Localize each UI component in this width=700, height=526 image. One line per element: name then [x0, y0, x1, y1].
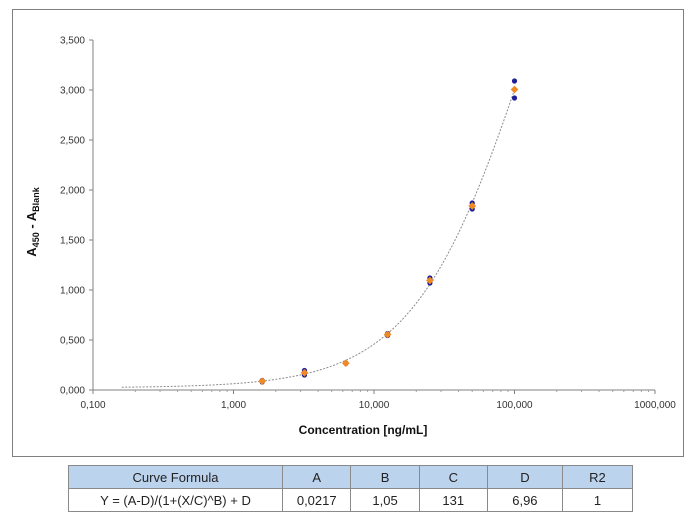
header-c: C	[418, 465, 488, 489]
y-tick-label: 3,000	[60, 86, 85, 97]
x-axis-title: Concentration [ng/mL]	[299, 423, 428, 437]
mean-marker	[510, 85, 519, 94]
replicate-marker	[511, 95, 518, 101]
fit-curve	[121, 89, 515, 388]
y-tick-label: 3,500	[60, 36, 85, 47]
header-d: D	[486, 465, 563, 489]
mean-marker	[300, 368, 309, 377]
axes	[92, 40, 655, 391]
curve-formula-table: Curve Formula A B C D R2 Y = (A-D)/(1+(X…	[68, 465, 634, 512]
chart: 0,000 0,500 1,000 1,500 2,000 2,500 3,000 3,500…	[24, 36, 676, 438]
mean-marker	[258, 377, 267, 386]
header-curve-formula: Curve Formula	[68, 465, 283, 489]
value-b: 1,05	[350, 488, 420, 512]
data-markers	[258, 78, 519, 386]
value-r2: 1	[561, 488, 634, 512]
y-ticks: 0,000 0,500 1,000 1,500 2,000 2,500 3,000 3,500	[60, 36, 93, 397]
value-curve-formula: Y = (A-D)/(1+(X/C)^B) + D	[68, 488, 283, 512]
mean-marker	[425, 276, 434, 285]
x-tick-label: 100,000	[496, 400, 533, 411]
y-tick-label: 1,000	[60, 286, 85, 297]
x-tick-label: 10,000	[359, 400, 390, 411]
header-b: B	[350, 465, 420, 489]
replicate-marker	[511, 78, 518, 84]
header-r2: R2	[561, 465, 634, 489]
chart-frame	[12, 9, 684, 457]
y-tick-label: 2,000	[60, 186, 85, 197]
y-axis-title: A450 - ABlank	[24, 186, 41, 256]
table-header-row: Curve Formula A B C D R2	[68, 465, 634, 489]
header-a: A	[281, 465, 352, 489]
x-tick-label: 1,000	[221, 400, 246, 411]
mean-marker	[468, 202, 477, 210]
y-axis-title-mid: - A	[24, 211, 39, 232]
y-tick-label: 2,500	[60, 136, 85, 147]
x-tick-label: 1000,000	[634, 400, 676, 411]
x-ticks: 0,100 1,000 10,000 100,000 1000,000	[80, 390, 676, 411]
value-a: 0,0217	[281, 488, 352, 512]
mean-marker	[383, 330, 392, 339]
y-tick-label: 1,500	[60, 236, 85, 247]
table-value-row: Y = (A-D)/(1+(X/C)^B) + D 0,0217 1,05 13…	[68, 488, 634, 512]
x-tick-label: 0,100	[80, 400, 105, 411]
y-tick-label: 0,000	[60, 386, 85, 397]
value-c: 131	[418, 488, 488, 512]
mean-marker	[341, 359, 350, 368]
y-axis-title-sub2: Blank	[31, 186, 41, 212]
value-d: 6,96	[486, 488, 563, 512]
y-axis-title-main: A	[24, 247, 39, 257]
y-axis-title-sub1: 450	[31, 232, 41, 247]
y-tick-label: 0,500	[60, 336, 85, 347]
